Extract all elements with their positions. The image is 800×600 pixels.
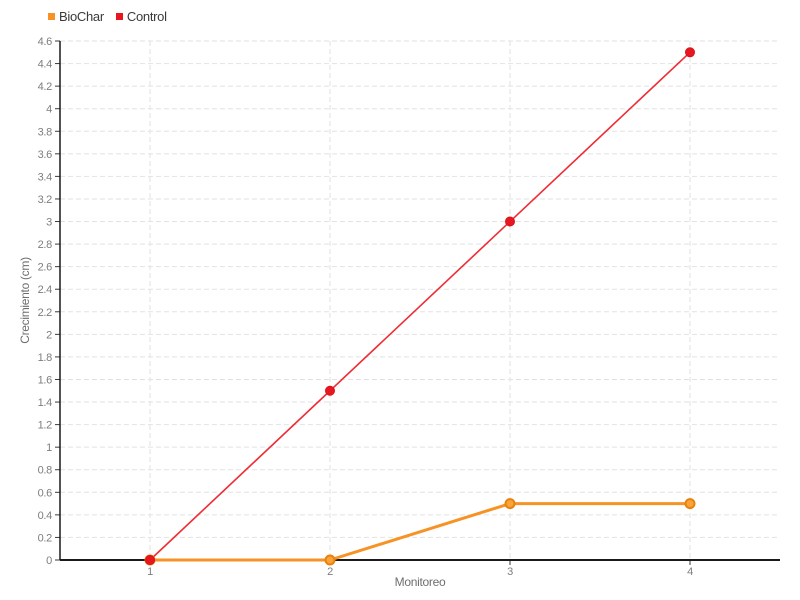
x-axis-title: Monitoreo — [395, 575, 446, 589]
y-tick-label: 4.2 — [38, 81, 53, 93]
y-tick-label: 3.8 — [38, 126, 53, 138]
y-tick-label: 4 — [46, 104, 52, 116]
x-tick-label: 1 — [147, 566, 153, 578]
legend-label-control: Control — [126, 9, 167, 24]
y-tick-label: 4.6 — [38, 36, 53, 48]
y-tick-label: 4.4 — [38, 59, 53, 71]
data-point-biochar-x2[interactable] — [324, 554, 336, 566]
data-point-control-x4[interactable] — [685, 47, 695, 58]
y-tick-label: 2.4 — [38, 284, 53, 296]
y-tick-label: 2.2 — [38, 307, 53, 319]
x-tick-label: 4 — [687, 566, 693, 578]
y-tick-label: 0.6 — [38, 487, 53, 499]
y-tick-label: 1 — [46, 442, 52, 454]
legend-item-biochar[interactable]: BioChar — [48, 9, 104, 24]
y-tick-label: 3.4 — [38, 171, 53, 183]
y-tick-label: 2 — [46, 329, 52, 341]
legend-swatch-biochar — [48, 13, 55, 20]
y-tick-label: 0 — [46, 555, 52, 567]
data-point-control-x2[interactable] — [325, 385, 335, 396]
data-point-biochar-x3[interactable] — [504, 498, 516, 510]
y-axis-title: Crecimiento (cm) — [18, 257, 32, 344]
series-line-biochar — [148, 502, 692, 562]
x-tick-label: 3 — [507, 566, 513, 578]
series-line-control — [149, 51, 691, 561]
y-tick-label: 1.2 — [38, 420, 53, 432]
x-tick-label: 2 — [327, 566, 333, 578]
data-point-control-x3[interactable] — [505, 216, 515, 227]
legend-swatch-control — [115, 13, 123, 20]
y-tick-label: 0.2 — [38, 532, 53, 544]
y-tick-label: 1.8 — [38, 352, 53, 364]
y-tick-label: 3 — [46, 217, 52, 229]
y-tick-label: 3.6 — [38, 149, 53, 161]
data-point-control-x1[interactable] — [145, 555, 155, 565]
y-tick-label: 1.4 — [38, 397, 53, 409]
y-tick-label: 0.4 — [38, 510, 53, 522]
chart-legend: BioChar Control — [48, 9, 167, 24]
legend-item-control[interactable]: Control — [115, 9, 167, 24]
y-tick-label: 2.6 — [38, 262, 53, 274]
y-tick-label: 1.6 — [38, 374, 53, 386]
data-point-biochar-x4[interactable] — [684, 498, 696, 510]
legend-label-biochar: BioChar — [59, 9, 104, 24]
y-tick-label: 2.8 — [38, 239, 53, 251]
y-tick-label: 0.8 — [38, 465, 53, 477]
y-tick-label: 3.2 — [38, 194, 53, 206]
